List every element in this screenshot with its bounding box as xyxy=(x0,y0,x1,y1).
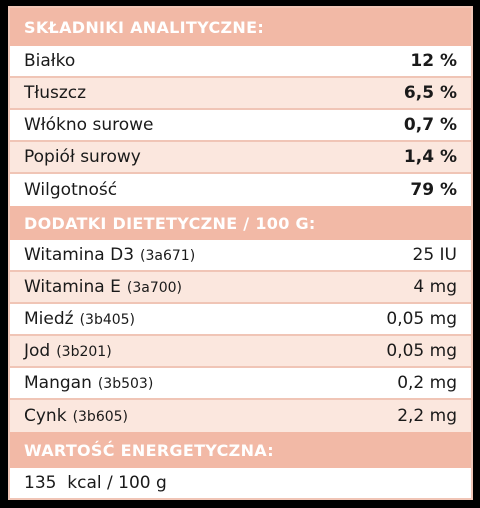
row-value: 0,2 mg xyxy=(397,373,457,393)
additive-code: (3b605) xyxy=(72,409,129,425)
section-header-analytical: SKŁADNIKI ANALITYCZNE: xyxy=(10,8,471,46)
section-title: WARTOŚĆ ENERGETYCZNA: xyxy=(24,440,274,460)
energy-value: 135 kcal / 100 g xyxy=(24,473,167,493)
row-label: Popiół surowy xyxy=(24,147,141,167)
row-label: Cynk (3b605) xyxy=(24,406,129,426)
row-label: Witamina D3 (3a671) xyxy=(24,245,196,265)
table-row: Miedź (3b405) 0,05 mg xyxy=(10,304,471,336)
row-label: Jod (3b201) xyxy=(24,341,112,361)
row-label: Tłuszcz xyxy=(24,83,87,103)
section-title: DODATKI DIETETYCZNE / 100 G: xyxy=(24,213,316,233)
row-value: 0,05 mg xyxy=(386,309,457,329)
row-label: Miedź (3b405) xyxy=(24,309,136,329)
energy-row: 135 kcal / 100 g xyxy=(10,468,471,498)
row-label: Wilgotność xyxy=(24,180,118,200)
table-row: Mangan (3b503) 0,2 mg xyxy=(10,368,471,400)
row-value: 1,4 % xyxy=(403,147,457,167)
row-value: 6,5 % xyxy=(403,83,457,103)
table-row: Witamina D3 (3a671) 25 IU xyxy=(10,240,471,272)
table-row: Witamina E (3a700) 4 mg xyxy=(10,272,471,304)
row-value: 25 IU xyxy=(412,245,458,265)
table-row: Włókno surowe 0,7 % xyxy=(10,110,471,142)
table-row: Cynk (3b605) 2,2 mg xyxy=(10,400,471,432)
table-row: Wilgotność 79 % xyxy=(10,174,471,206)
additive-code: (3a671) xyxy=(140,248,196,264)
row-label: Włókno surowe xyxy=(24,115,154,135)
table-row: Popiół surowy 1,4 % xyxy=(10,142,471,174)
row-value: 0,05 mg xyxy=(386,341,457,361)
table-row: Jod (3b201) 0,05 mg xyxy=(10,336,471,368)
additive-code: (3b503) xyxy=(97,376,154,392)
section-header-additives: DODATKI DIETETYCZNE / 100 G: xyxy=(10,206,471,240)
row-value: 79 % xyxy=(410,180,457,200)
row-value: 4 mg xyxy=(413,277,457,297)
row-value: 2,2 mg xyxy=(397,406,457,426)
row-label: Białko xyxy=(24,51,76,71)
additive-code: (3a700) xyxy=(126,280,183,296)
section-header-energy: WARTOŚĆ ENERGETYCZNA: xyxy=(10,432,471,468)
section-title: SKŁADNIKI ANALITYCZNE: xyxy=(24,17,265,37)
nutrition-table: SKŁADNIKI ANALITYCZNE: Białko 12 % Tłusz… xyxy=(8,6,473,500)
row-value: 12 % xyxy=(410,51,457,71)
table-row: Tłuszcz 6,5 % xyxy=(10,78,471,110)
row-value: 0,7 % xyxy=(403,115,457,135)
additive-code: (3b405) xyxy=(79,312,136,328)
additive-code: (3b201) xyxy=(56,344,112,360)
table-row: Białko 12 % xyxy=(10,46,471,78)
row-label: Witamina E (3a700) xyxy=(24,277,183,297)
row-label: Mangan (3b503) xyxy=(24,373,154,393)
